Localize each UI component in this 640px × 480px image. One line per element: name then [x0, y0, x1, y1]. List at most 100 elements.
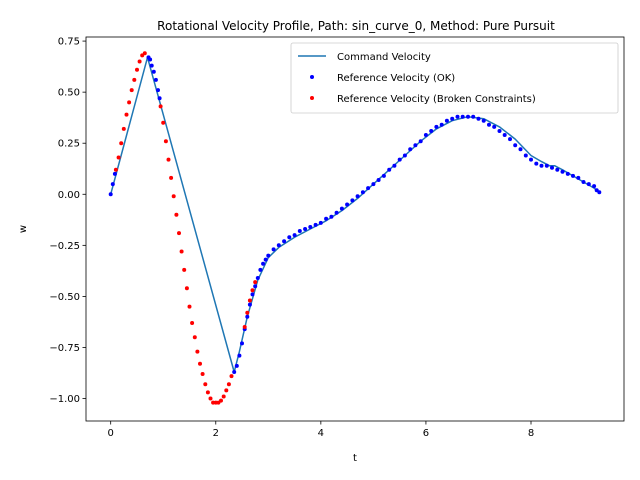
data-point-reference-ok: [502, 133, 507, 137]
data-point-reference-ok: [429, 129, 434, 133]
data-point-reference-broken: [116, 155, 121, 160]
legend-frame: [290, 42, 619, 114]
data-point-reference-ok: [444, 118, 449, 123]
data-point-reference-ok: [597, 190, 602, 195]
data-point-reference-ok: [350, 198, 355, 203]
data-point-reference-broken: [179, 249, 184, 254]
data-point-reference-ok: [263, 257, 268, 262]
data-point-reference-ok: [345, 202, 350, 207]
data-point-reference-ok: [148, 57, 153, 62]
data-point-reference-ok: [492, 124, 497, 129]
data-point-reference-broken: [158, 104, 163, 109]
data-point-reference-broken: [203, 382, 208, 387]
data-point-reference-ok: [481, 118, 486, 123]
legend-label-reference-ok: Reference Velocity (OK): [337, 73, 455, 84]
data-point-reference-broken: [161, 120, 166, 125]
data-point-reference-broken: [219, 398, 223, 403]
data-point-reference-ok: [434, 124, 439, 129]
data-point-reference-ok: [392, 163, 397, 168]
x-tick-label: 8: [528, 428, 534, 439]
series-line-command-velocity: [109, 56, 600, 373]
data-point-reference-ok: [550, 165, 554, 170]
data-point-reference-ok: [149, 63, 154, 68]
data-point-reference-ok: [318, 220, 323, 225]
x-axis: 0 2 4 6 8: [108, 421, 534, 439]
data-point-reference-broken: [205, 390, 210, 395]
data-point-reference-ok: [108, 192, 113, 197]
data-point-reference-ok: [455, 114, 460, 119]
data-point-reference-ok: [245, 314, 250, 319]
data-point-reference-ok: [592, 184, 597, 189]
data-point-reference-ok: [555, 167, 560, 172]
data-point-reference-broken: [247, 298, 252, 303]
data-point-reference-ok: [439, 122, 444, 127]
data-point-reference-ok: [308, 225, 313, 229]
data-point-reference-broken: [195, 349, 200, 354]
data-point-reference-ok: [355, 194, 360, 199]
data-point-reference-broken: [229, 374, 234, 379]
data-point-reference-broken: [221, 394, 226, 399]
data-point-reference-broken: [208, 396, 213, 401]
y-tick-label: 0.75: [58, 37, 80, 48]
data-point-reference-ok: [487, 122, 491, 127]
data-point-reference-broken: [137, 59, 142, 64]
data-point-reference-broken: [182, 267, 187, 272]
data-point-reference-ok: [313, 222, 318, 227]
data-point-reference-broken: [250, 288, 255, 293]
data-point-reference-ok: [418, 139, 423, 144]
data-point-reference-broken: [113, 167, 118, 172]
data-point-reference-ok: [565, 171, 570, 176]
data-point-reference-ok: [413, 143, 418, 148]
data-point-reference-ok: [376, 178, 381, 182]
y-tick-label: 0.00: [58, 190, 80, 201]
data-point-reference-broken: [187, 304, 192, 309]
data-point-reference-broken: [174, 212, 179, 217]
data-point-reference-ok: [408, 147, 413, 152]
data-point-reference-ok: [303, 227, 308, 231]
data-point-reference-ok: [261, 261, 266, 266]
data-point-reference-broken: [245, 310, 250, 315]
data-point-reference-broken: [163, 139, 168, 144]
data-point-reference-ok: [471, 114, 476, 119]
data-point-reference-ok: [513, 143, 518, 148]
data-point-reference-broken: [171, 194, 176, 199]
data-point-reference-ok: [423, 133, 428, 137]
data-point-reference-ok: [576, 175, 581, 180]
data-point-reference-ok: [276, 243, 281, 248]
data-point-reference-ok: [529, 157, 533, 162]
data-point-reference-broken: [224, 388, 229, 393]
data-point-reference-ok: [581, 180, 586, 184]
data-point-reference-ok: [234, 363, 239, 368]
data-point-reference-ok: [571, 173, 575, 178]
data-point-reference-ok: [518, 147, 523, 152]
x-tick-label: 6: [423, 428, 429, 439]
legend-swatch-reference-ok: [310, 75, 314, 79]
data-point-reference-broken: [135, 67, 139, 72]
legend-swatch-reference-broken: [310, 96, 314, 100]
data-point-reference-ok: [460, 114, 465, 119]
y-tick-label: 0.25: [58, 139, 80, 150]
data-point-reference-ok: [523, 153, 528, 158]
data-point-reference-ok: [360, 190, 365, 195]
y-tick-label: −0.50: [49, 292, 80, 303]
x-tick-label: 4: [318, 428, 324, 439]
data-point-reference-broken: [142, 51, 147, 56]
plot-frame: [85, 36, 625, 422]
data-point-reference-ok: [255, 276, 260, 280]
data-point-reference-broken: [121, 126, 126, 131]
x-tick-label: 2: [213, 428, 219, 439]
data-point-reference-ok: [157, 96, 162, 101]
data-point-reference-ok: [237, 353, 242, 358]
y-axis: −1.00 −0.75 −0.50 −0.25 0.00 0.25 0.50 0.75: [49, 37, 86, 405]
data-point-reference-ok: [560, 169, 565, 174]
data-point-reference-broken: [184, 286, 189, 291]
data-point-reference-broken: [129, 88, 134, 93]
data-point-reference-ok: [397, 157, 402, 162]
data-point-reference-broken: [127, 100, 132, 105]
data-point-reference-ok: [586, 182, 591, 187]
data-point-reference-ok: [371, 182, 376, 187]
data-point-reference-broken: [169, 175, 174, 180]
data-point-reference-ok: [250, 292, 255, 297]
y-axis-label: w: [18, 225, 29, 233]
data-point-reference-ok: [450, 116, 455, 121]
